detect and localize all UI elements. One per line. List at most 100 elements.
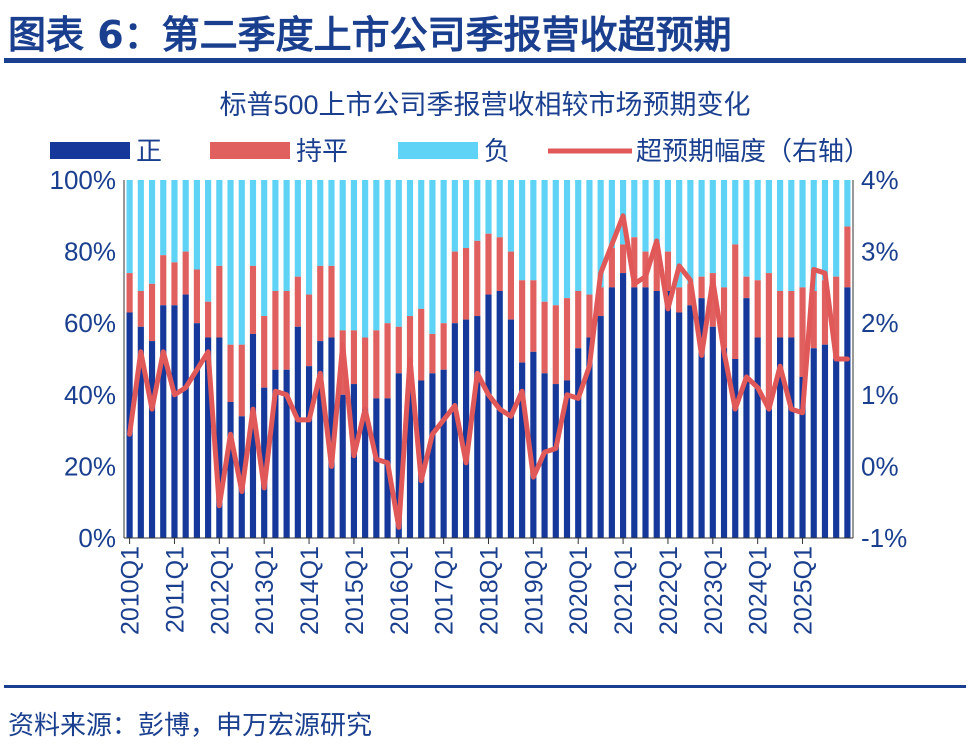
- bar-positive: [608, 287, 615, 538]
- bar-negative: [406, 180, 414, 317]
- bar-flat: [844, 226, 851, 288]
- bar-flat: [462, 248, 470, 320]
- legend-swatch-positive: [50, 142, 130, 159]
- y-left-tick-label: 20%: [64, 451, 116, 481]
- bar-flat: [305, 294, 313, 367]
- bar-negative: [631, 180, 638, 238]
- legend-label-negative: 负: [484, 136, 510, 166]
- bar-positive: [563, 380, 571, 538]
- bar-negative: [620, 180, 627, 245]
- bar-positive: [171, 305, 178, 538]
- bar-flat: [552, 305, 559, 385]
- bar-flat: [765, 273, 772, 410]
- bar-positive: [653, 290, 660, 538]
- y-right-tick-label: 4%: [861, 165, 899, 195]
- bar-flat: [406, 316, 414, 388]
- bar-negative: [126, 180, 133, 274]
- bar-flat: [261, 316, 268, 388]
- bar-flat: [620, 244, 627, 274]
- bar-positive: [642, 287, 649, 538]
- bar-flat: [350, 330, 357, 385]
- x-tick-label: 2025Q1: [790, 546, 818, 635]
- x-tick-label: 2024Q1: [745, 546, 773, 635]
- bar-positive: [317, 341, 324, 538]
- bar-positive: [451, 323, 458, 538]
- bar-positive: [395, 373, 402, 538]
- x-tick-label: 2019Q1: [520, 546, 548, 635]
- chart-title: 标普500上市公司季报营收相较市场预期变化: [219, 90, 750, 120]
- bar-negative: [171, 180, 178, 263]
- x-tick-label: 2011Q1: [162, 546, 190, 633]
- bar-flat: [148, 283, 156, 342]
- bar-negative: [777, 180, 784, 291]
- bar-negative: [182, 180, 189, 252]
- bar-negative: [732, 180, 739, 245]
- bar-positive: [160, 305, 167, 538]
- legend-label-positive: 正: [136, 136, 162, 166]
- bar-flat: [586, 294, 593, 338]
- bar-positive: [193, 323, 200, 538]
- top-rule: [4, 58, 966, 63]
- bar-positive: [261, 387, 268, 538]
- bar-negative: [317, 180, 324, 266]
- bar-negative: [664, 180, 672, 252]
- bar-negative: [743, 180, 750, 277]
- bar-negative: [350, 180, 357, 331]
- bar-positive: [709, 326, 716, 538]
- bar-negative: [833, 180, 840, 277]
- bar-flat: [171, 262, 178, 306]
- y-right-tick-label: -1%: [861, 523, 907, 553]
- bar-negative: [249, 180, 257, 266]
- bar-flat: [541, 301, 548, 374]
- bar-flat: [530, 280, 537, 352]
- bar-negative: [227, 180, 234, 345]
- bar-positive: [732, 359, 739, 538]
- bar-positive: [328, 337, 335, 538]
- bar-positive: [620, 273, 627, 538]
- bar-negative: [193, 180, 200, 270]
- bar-positive: [350, 384, 357, 538]
- bar-negative: [339, 180, 346, 331]
- bar-positive: [799, 376, 806, 538]
- bar-positive: [440, 369, 447, 538]
- y-left-tick-label: 100%: [50, 165, 117, 195]
- bar-negative: [328, 180, 335, 266]
- y-left-tick-label: 80%: [64, 237, 116, 267]
- x-tick-label: 2015Q1: [341, 546, 369, 635]
- x-tick-label: 2023Q1: [700, 546, 728, 635]
- bar-positive: [294, 326, 301, 538]
- bar-negative: [541, 180, 548, 302]
- bar-negative: [395, 180, 402, 327]
- bar-flat: [507, 251, 515, 320]
- bar-positive: [810, 348, 817, 538]
- bar-flat: [754, 280, 761, 338]
- bar-negative: [597, 180, 604, 288]
- bar-flat: [732, 244, 739, 359]
- bar-flat: [653, 251, 660, 291]
- bar-positive: [474, 316, 481, 538]
- x-tick-label: 2016Q1: [386, 546, 414, 635]
- bar-positive: [406, 387, 414, 538]
- bar-negative: [810, 180, 817, 291]
- bar-positive: [519, 362, 526, 538]
- bar-flat: [743, 276, 750, 299]
- bar-positive: [765, 409, 772, 538]
- bar-positive: [507, 319, 515, 538]
- bar-positive: [676, 312, 683, 538]
- bar-flat: [249, 265, 257, 334]
- bar-negative: [608, 180, 615, 249]
- x-tick-label: 2018Q1: [476, 546, 504, 635]
- bar-flat: [272, 290, 279, 370]
- bar-positive: [339, 394, 346, 538]
- bar-negative: [575, 180, 582, 291]
- bar-negative: [552, 180, 559, 306]
- bar-negative: [418, 180, 425, 309]
- bar-positive: [664, 290, 672, 538]
- bar-flat: [451, 251, 458, 324]
- bar-positive: [586, 337, 593, 538]
- bar-positive: [182, 294, 189, 538]
- bar-flat: [182, 251, 189, 295]
- bar-negative: [799, 180, 806, 288]
- x-tick-label: 2010Q1: [117, 546, 145, 635]
